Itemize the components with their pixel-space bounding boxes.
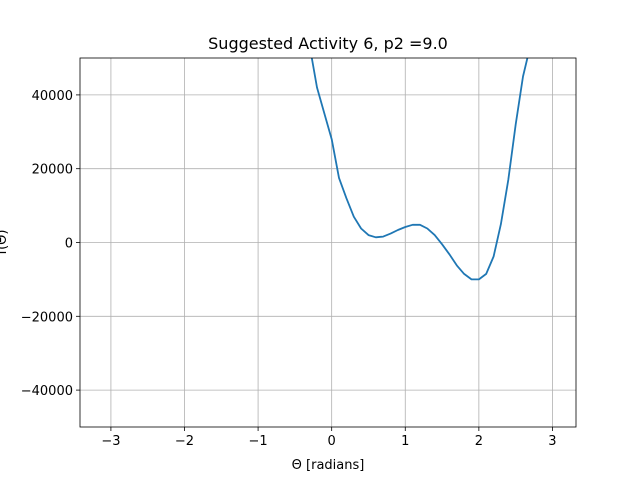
- x-tick-label: −2: [175, 434, 194, 449]
- x-tick-label: 3: [548, 434, 556, 449]
- y-tick-label: −20000: [21, 310, 73, 325]
- grid: [80, 58, 576, 427]
- ticks: −3 −2 −1 0 1 2 3 −40000 −20000 0 20000 40000: [21, 89, 557, 449]
- x-tick-label: −3: [101, 434, 120, 449]
- x-axis-label: Θ [radians]: [292, 458, 365, 473]
- x-tick-label: 1: [401, 434, 409, 449]
- y-tick-label: −40000: [21, 384, 73, 399]
- y-tick-label: 0: [65, 237, 73, 252]
- y-tick-label: 20000: [32, 163, 73, 178]
- series-line: [310, 58, 529, 281]
- x-tick-label: −1: [249, 434, 268, 449]
- x-tick-label: 0: [328, 434, 336, 449]
- y-tick-label: 40000: [32, 89, 73, 104]
- y-axis-label: f(Θ): [0, 230, 10, 255]
- x-tick-label: 2: [475, 434, 483, 449]
- series-layer: [310, 58, 529, 281]
- chart-title: Suggested Activity 6, p2 =9.0: [208, 34, 448, 53]
